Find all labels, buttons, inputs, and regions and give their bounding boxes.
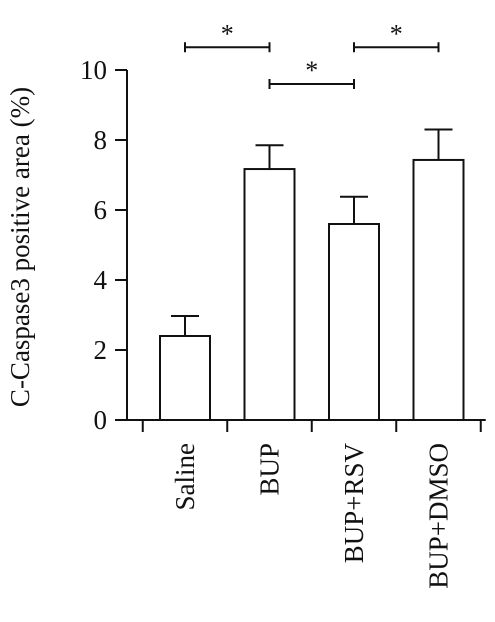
bar [159,335,211,421]
y-axis-label: C-Caspase3 positive area (%) [5,87,35,407]
x-tick-labels: Saline BUP BUP+RSV BUP+DMSO [170,443,454,589]
x-tick-label: BUP+RSV [339,443,369,564]
x-tick-label: BUP+DMSO [424,443,454,589]
x-tick-label: BUP [255,443,285,496]
bar [328,223,380,421]
x-tick-label: Saline [170,443,200,511]
significance-marker: * [305,56,318,85]
y-tick-label: 4 [94,265,108,295]
significance-brackets: * * * [184,19,440,89]
y-tick-label: 0 [94,405,108,435]
y-tick-label: 10 [80,55,107,85]
bar [412,158,465,421]
bar [243,168,296,421]
bars [159,128,465,421]
significance-marker: * [390,19,403,48]
y-tick-label: 6 [94,195,108,225]
significance-marker: * [221,19,234,48]
y-tick-label: 2 [94,335,108,365]
y-tick-label: 8 [94,125,108,155]
